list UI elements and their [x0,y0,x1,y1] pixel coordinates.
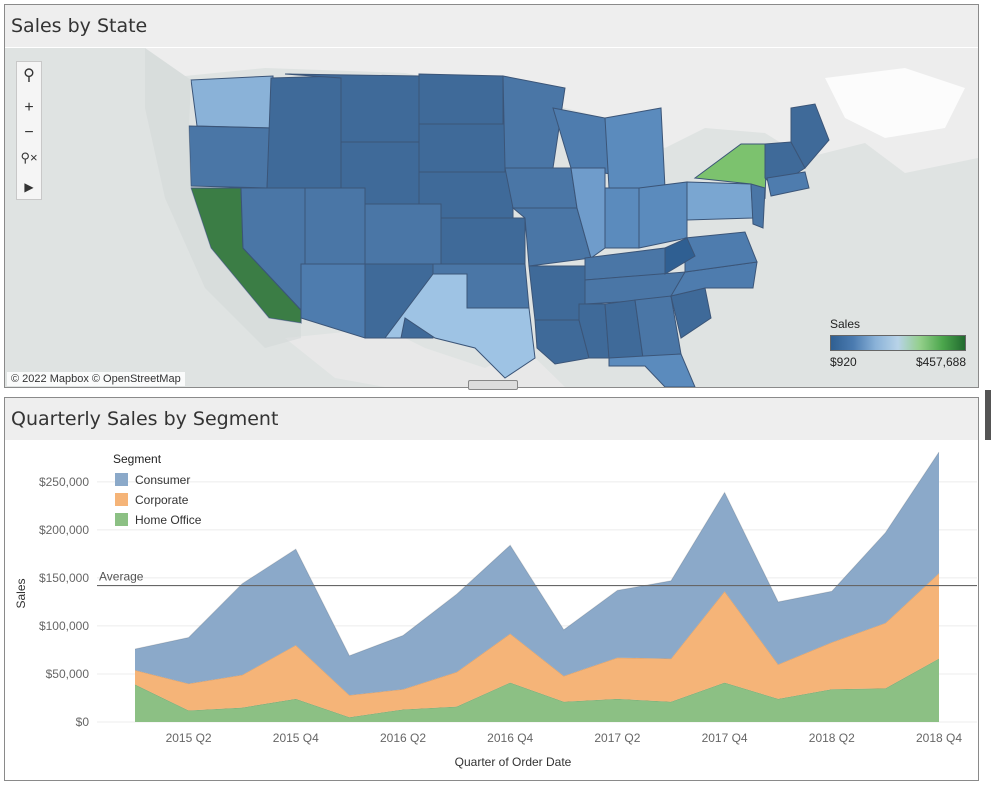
state-new-jersey[interactable] [750,183,766,229]
legend-swatch [115,493,128,506]
map-toolbar: ⚲ + − ⚲× ▶ [16,61,42,200]
legend-item-label: Home Office [135,513,202,527]
state-florida[interactable] [608,353,696,387]
legend-swatch [115,473,128,486]
state-michigan[interactable] [604,107,666,189]
area-consumer [135,452,939,696]
average-label: Average [99,570,144,584]
state-utah[interactable] [304,187,366,265]
state-texas[interactable] [384,273,536,379]
x-tick-label: 2016 Q2 [380,731,426,745]
mexico-land [285,328,565,387]
state-pennsylvania[interactable] [686,181,754,221]
zoom-out-icon[interactable]: − [24,123,34,141]
x-tick-label: 2018 Q4 [916,731,962,745]
x-tick-label: 2015 Q4 [273,731,319,745]
state-maine[interactable] [790,103,830,169]
y-tick-label: $200,000 [39,523,89,537]
x-tick-label: 2018 Q2 [809,731,855,745]
map-attribution[interactable]: © 2022 Mapbox © OpenStreetMap [7,372,185,386]
legend-gradient-bar [830,335,966,351]
expand-arrow-icon[interactable]: ▶ [24,179,34,194]
map-panel-title: Sales by State [5,5,978,47]
x-tick-label: 2017 Q4 [702,731,748,745]
y-tick-label: $0 [76,715,90,729]
x-tick-label: 2016 Q4 [487,731,533,745]
state-louisiana[interactable] [534,319,590,365]
quarterly-sales-panel: Quarterly Sales by Segment $0 $50,000 $100… [4,397,979,781]
legend-title: Sales [830,317,861,331]
y-tick-label: $100,000 [39,619,89,633]
state-iowa[interactable] [504,167,578,209]
map-canvas [5,48,978,387]
legend-item-label: Consumer [135,473,190,487]
state-washington[interactable] [190,75,274,129]
x-axis-title: Quarter of Order Date [455,755,572,769]
state-west-virginia[interactable] [664,237,696,275]
series-line [134,451,940,657]
side-toolbar-strip[interactable] [985,390,991,440]
state-massachusetts[interactable] [766,171,810,197]
x-tick-label: 2015 Q2 [166,731,212,745]
state-arkansas[interactable] [528,265,586,321]
state-illinois[interactable] [570,167,606,259]
legend-max-label: $457,688 [915,355,966,369]
legend-swatch [115,513,128,526]
state-mississippi[interactable] [578,303,610,359]
state-north-dakota[interactable] [418,73,504,125]
segment-area-chart[interactable]: $0 $50,000 $100,000 $150,000 $200,000 $250,00… [5,441,978,779]
pin-reset-icon[interactable]: ⚲× [20,149,38,165]
chart-panel-title: Quarterly Sales by Segment [5,398,978,440]
area-home-office [135,658,939,722]
zoom-in-icon[interactable]: + [24,98,34,116]
y-tick-label: $150,000 [39,571,89,585]
search-icon[interactable]: ⚲ [23,66,35,84]
state-idaho[interactable] [266,75,342,189]
state-colorado[interactable] [364,203,442,265]
lake-region [825,68,965,138]
state-south-dakota[interactable] [418,123,506,173]
pacific-ocean [145,48,301,348]
legend-min-label: $920 [830,355,857,369]
legend-title: Segment [113,452,162,466]
state-ohio[interactable] [638,181,688,249]
legend-item-label: Corporate [135,493,189,507]
y-tick-label: $50,000 [46,667,90,681]
x-tick-label: 2017 Q2 [594,731,640,745]
us-sales-map[interactable]: ⚲ + − ⚲× ▶ © 2022 Mapbox © OpenStreetMap… [5,48,978,387]
state-missouri[interactable] [511,207,592,267]
state-oregon[interactable] [188,125,272,189]
area-corporate [135,573,939,718]
sales-color-legend: Sales $920 $457,688 [830,317,966,369]
sales-by-state-panel: Sales by State [4,4,979,388]
series-line [134,658,940,718]
y-tick-label: $250,000 [39,475,89,489]
state-kansas[interactable] [440,217,526,265]
state-indiana[interactable] [604,187,640,249]
canada-land [145,48,978,173]
panel-resize-handle[interactable] [468,380,518,390]
y-axis-title: Sales [14,578,28,608]
